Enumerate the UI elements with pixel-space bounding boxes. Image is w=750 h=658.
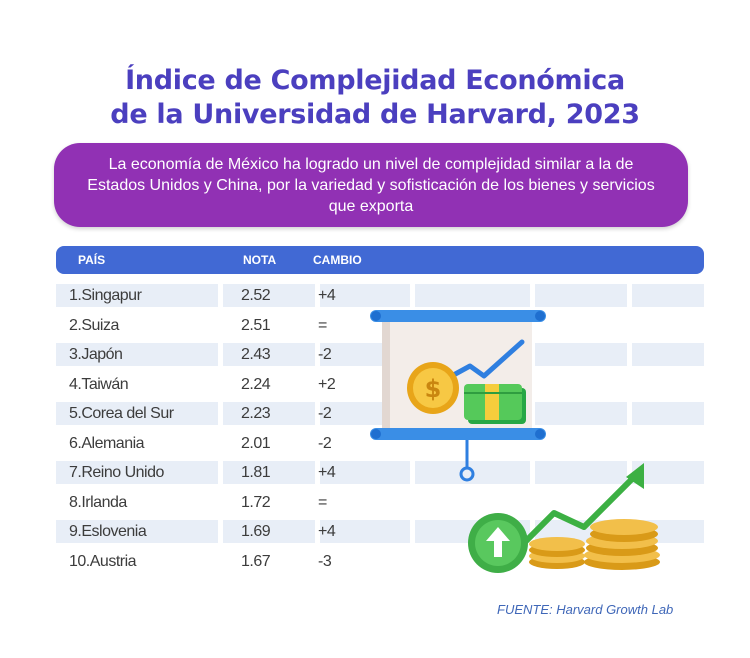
title-line-1: Índice de Complejidad Económica (125, 65, 625, 96)
header-nota: NOTA (243, 253, 277, 267)
change-cell: = (318, 493, 327, 511)
banknote-icon (464, 384, 526, 424)
change-cell: -2 (318, 346, 332, 363)
score-cell: 2.52 (241, 287, 271, 304)
change-cell: +4 (318, 523, 336, 540)
score-cell: 2.43 (241, 346, 271, 363)
table-row: 1.Singapur 2.52 +4 (56, 284, 704, 307)
change-cell: -2 (318, 434, 332, 452)
change-cell: +4 (318, 464, 336, 481)
score-cell: 1.69 (241, 523, 271, 540)
source-note: FUENTE: Harvard Growth Lab (497, 602, 674, 617)
svg-text:$: $ (425, 375, 442, 403)
country-cell: 1.Singapur (69, 287, 142, 304)
change-cell: +2 (318, 375, 336, 393)
board-bottom-rail (370, 428, 546, 440)
trend-up-arrow-icon (509, 474, 637, 558)
score-cell: 1.81 (241, 464, 271, 481)
growth-illustration (468, 463, 660, 573)
country-cell: 10.Austria (69, 552, 137, 570)
subtitle-text: La economía de México ha logrado un nive… (87, 155, 655, 215)
table-row: 8.Irlanda 1.72 = (56, 491, 704, 514)
score-cell: 2.24 (241, 375, 271, 393)
subtitle-banner: La economía de México ha logrado un nive… (54, 143, 688, 227)
score-cell: 1.72 (241, 493, 271, 511)
country-cell: 6.Alemania (69, 434, 145, 452)
country-cell: 8.Irlanda (69, 493, 127, 511)
page-title: Índice de Complejidad Económica de la Un… (0, 64, 750, 132)
change-cell: = (318, 316, 327, 334)
up-arrow-circle-icon (468, 513, 528, 573)
change-cell: -3 (318, 552, 332, 570)
title-line-2: de la Universidad de Harvard, 2023 (110, 99, 640, 130)
board-top-rail (370, 310, 546, 322)
country-cell: 3.Japón (69, 346, 123, 363)
table-row: 2.Suiza 2.51 = (56, 314, 704, 337)
country-cell: 9.Eslovenia (69, 523, 147, 540)
country-cell: 2.Suiza (69, 316, 119, 334)
score-cell: 2.23 (241, 405, 271, 422)
country-cell: 5.Corea del Sur (69, 405, 174, 422)
table-row: 6.Alemania 2.01 -2 (56, 432, 704, 455)
score-cell: 1.67 (241, 552, 271, 570)
change-cell: +4 (318, 287, 336, 304)
trend-line-icon (445, 339, 525, 381)
country-cell: 4.Taiwán (69, 375, 129, 393)
dollar-coin-icon: $ (407, 362, 459, 414)
presentation-board-icon: $ (370, 310, 546, 482)
change-cell: -2 (318, 405, 332, 422)
table-row: 4.Taiwán 2.24 +2 (56, 373, 704, 396)
country-cell: 7.Reino Unido (69, 464, 164, 481)
table-row: 10.Austria 1.67 -3 (56, 550, 704, 573)
table-row: 7.Reino Unido 1.81 +4 (56, 461, 704, 484)
coin-stack-icon (529, 519, 660, 570)
header-pais: PAÍS (78, 253, 106, 267)
score-cell: 2.51 (241, 316, 271, 334)
score-cell: 2.01 (241, 434, 271, 452)
header-cambio: CAMBIO (313, 253, 362, 267)
table-header: PAÍS NOTA CAMBIO (56, 246, 704, 274)
